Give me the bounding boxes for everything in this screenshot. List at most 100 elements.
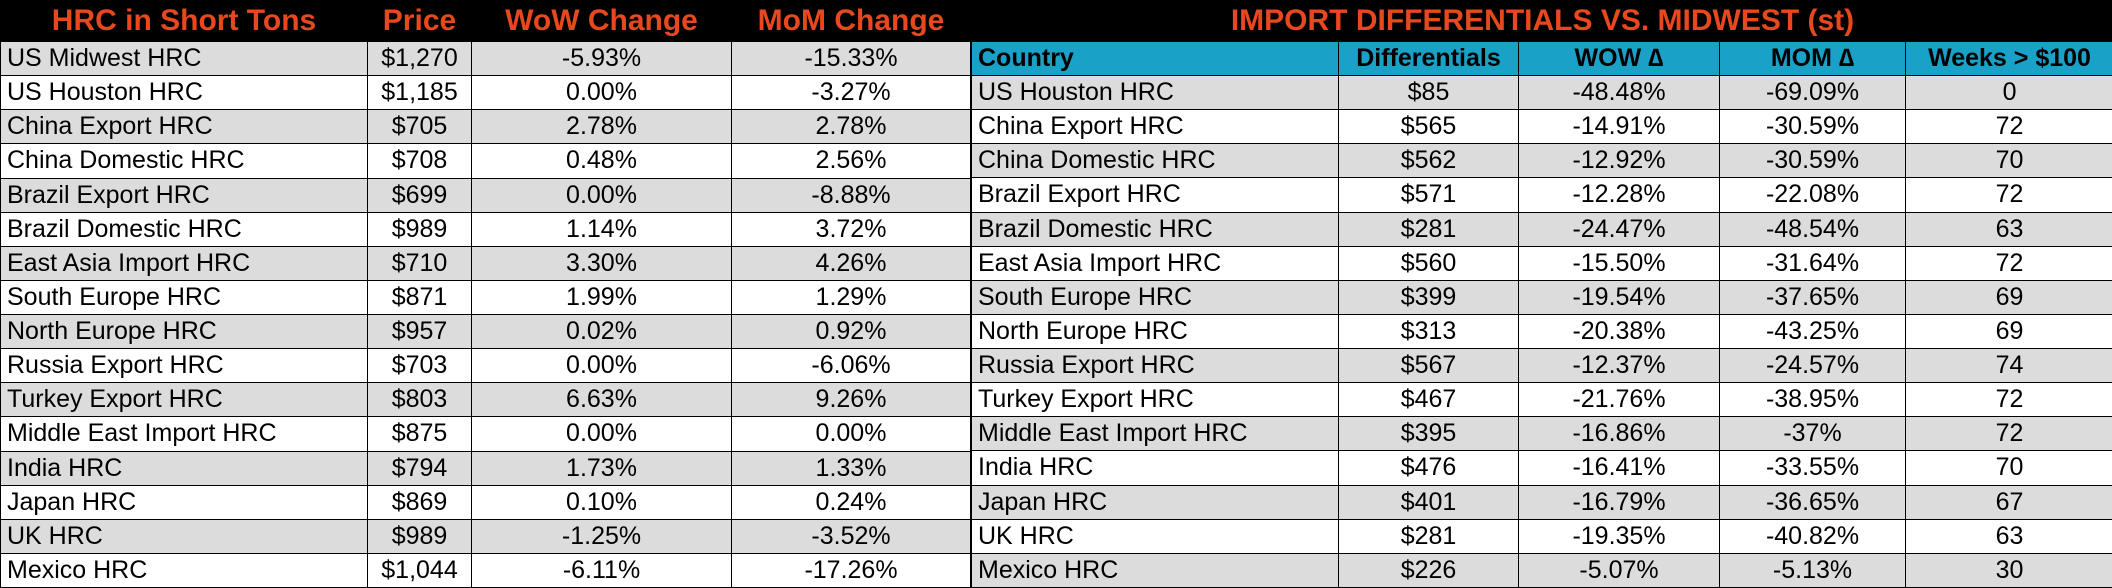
value-cell: 72 — [1904, 177, 2112, 213]
header-price: Price — [367, 0, 472, 42]
row-label-cell: India HRC — [0, 450, 368, 486]
table-row: Japan HRC $869 0.10% 0.24% — [0, 484, 971, 520]
value-cell: -1.25% — [471, 518, 732, 554]
table-row: Turkey Export HRC $467 -21.76% -38.95% 72 — [971, 382, 2112, 418]
row-label-cell: China Export HRC — [0, 109, 368, 145]
row-label-cell: Brazil Export HRC — [971, 177, 1339, 213]
value-cell: -31.64% — [1719, 245, 1906, 281]
row-label-cell: East Asia Import HRC — [971, 245, 1339, 281]
value-cell: 69 — [1904, 279, 2112, 315]
import-differentials-title: IMPORT DIFFERENTIALS VS. MIDWEST (st) — [970, 0, 2112, 42]
value-cell: $875 — [367, 416, 472, 452]
value-cell: -21.76% — [1518, 382, 1720, 418]
hrc-price-table: HRC in Short Tons Price WoW Change MoM C… — [0, 0, 971, 588]
value-cell: 2.56% — [731, 143, 971, 179]
value-cell: -14.91% — [1518, 109, 1720, 145]
table-row: UK HRC $989 -1.25% -3.52% — [0, 518, 971, 554]
hrc-price-body: US Midwest HRC $1,270 -5.93% -15.33% US Hous… — [0, 40, 971, 588]
value-cell: $871 — [367, 279, 472, 316]
value-cell: -12.92% — [1518, 143, 1720, 179]
value-cell: 0.48% — [471, 143, 732, 179]
value-cell: 1.73% — [471, 450, 732, 486]
row-label-cell: Turkey Export HRC — [971, 382, 1339, 418]
value-cell: 74 — [1904, 347, 2112, 384]
value-cell: $708 — [367, 143, 472, 179]
value-cell: 6.63% — [471, 382, 732, 418]
header-weeks-over-100: Weeks > $100 — [1904, 41, 2112, 76]
row-label-cell: Japan HRC — [971, 484, 1339, 520]
row-label-cell: UK HRC — [0, 518, 368, 554]
value-cell: $869 — [367, 484, 472, 520]
value-cell: 63 — [1904, 211, 2112, 247]
value-cell: $560 — [1338, 245, 1519, 281]
row-label-cell: Brazil Domestic HRC — [971, 211, 1339, 247]
value-cell: $281 — [1338, 211, 1519, 247]
value-cell: -6.11% — [471, 552, 732, 588]
value-cell: 72 — [1904, 245, 2112, 281]
table-row: Mexico HRC $226 -5.07% -5.13% 30 — [971, 552, 2112, 588]
table-row: China Export HRC $565 -14.91% -30.59% 72 — [971, 109, 2112, 145]
row-label-cell: US Houston HRC — [971, 74, 1339, 111]
value-cell: $467 — [1338, 382, 1519, 418]
value-cell: 0 — [1904, 74, 2112, 111]
value-cell: -40.82% — [1719, 518, 1906, 554]
table-row: North Europe HRC $957 0.02% 0.92% — [0, 313, 971, 350]
table-row: Mexico HRC $1,044 -6.11% -17.26% — [0, 552, 971, 588]
value-cell: 0.00% — [731, 416, 971, 452]
value-cell: $399 — [1338, 279, 1519, 315]
table-row: UK HRC $281 -19.35% -40.82% 63 — [971, 518, 2112, 554]
value-cell: -19.54% — [1518, 279, 1720, 315]
row-label-cell: North Europe HRC — [971, 313, 1339, 350]
value-cell: -37% — [1719, 416, 1906, 452]
table-row: US Houston HRC $85 -48.48% -69.09% 0 — [971, 74, 2112, 111]
value-cell: 0.00% — [471, 348, 732, 384]
value-cell: -17.26% — [731, 552, 971, 588]
table-row: Brazil Domestic HRC $989 1.14% 3.72% — [0, 211, 971, 247]
value-cell: 0.02% — [471, 313, 732, 350]
value-cell: 2.78% — [731, 109, 971, 145]
row-label-cell: China Domestic HRC — [0, 143, 368, 179]
header-wow-delta: WOW ∆ — [1518, 41, 1720, 76]
value-cell: -6.06% — [731, 348, 971, 384]
value-cell: 1.99% — [471, 279, 732, 316]
value-cell: 69 — [1904, 313, 2112, 350]
table-row: Brazil Domestic HRC $281 -24.47% -48.54% 63 — [971, 211, 2112, 247]
value-cell: 2.78% — [471, 109, 732, 145]
value-cell: $794 — [367, 450, 472, 486]
table-row: India HRC $794 1.73% 1.33% — [0, 450, 971, 486]
value-cell: -15.33% — [731, 40, 971, 77]
row-label-cell: UK HRC — [971, 518, 1339, 554]
value-cell: 4.26% — [731, 245, 971, 281]
value-cell: -19.35% — [1518, 518, 1720, 554]
row-label-cell: Brazil Export HRC — [0, 177, 368, 213]
value-cell: 1.14% — [471, 211, 732, 247]
value-cell: $703 — [367, 348, 472, 384]
value-cell: 3.30% — [471, 245, 732, 281]
table-row: East Asia Import HRC $560 -15.50% -31.64% 72 — [971, 245, 2112, 281]
import-differentials-body: US Houston HRC $85 -48.48% -69.09% 0 China Ex… — [971, 74, 2112, 588]
row-label-cell: Russia Export HRC — [0, 348, 368, 384]
value-cell: -48.54% — [1719, 211, 1906, 247]
value-cell: -43.25% — [1719, 313, 1906, 350]
value-cell: -22.08% — [1719, 177, 1906, 213]
header-hrc-in-short-tons: HRC in Short Tons — [0, 0, 368, 42]
value-cell: $395 — [1338, 416, 1519, 452]
table-row: Middle East Import HRC $875 0.00% 0.00% — [0, 416, 971, 452]
value-cell: 67 — [1904, 484, 2112, 520]
value-cell: $571 — [1338, 177, 1519, 213]
value-cell: 0.24% — [731, 484, 971, 520]
value-cell: 72 — [1904, 109, 2112, 145]
value-cell: $1,185 — [367, 75, 472, 111]
value-cell: 0.92% — [731, 313, 971, 350]
value-cell: $281 — [1338, 518, 1519, 554]
table-row: South Europe HRC $399 -19.54% -37.65% 69 — [971, 279, 2112, 315]
row-label-cell: Mexico HRC — [0, 552, 368, 588]
row-label-cell: Middle East Import HRC — [0, 416, 368, 452]
row-label-cell: East Asia Import HRC — [0, 245, 368, 281]
value-cell: -16.41% — [1518, 450, 1720, 486]
table-row: Middle East Import HRC $395 -16.86% -37% 72 — [971, 416, 2112, 452]
value-cell: -33.55% — [1719, 450, 1906, 486]
row-label-cell: US Midwest HRC — [0, 40, 368, 77]
table-row: North Europe HRC $313 -20.38% -43.25% 69 — [971, 313, 2112, 350]
value-cell: -3.52% — [731, 518, 971, 554]
